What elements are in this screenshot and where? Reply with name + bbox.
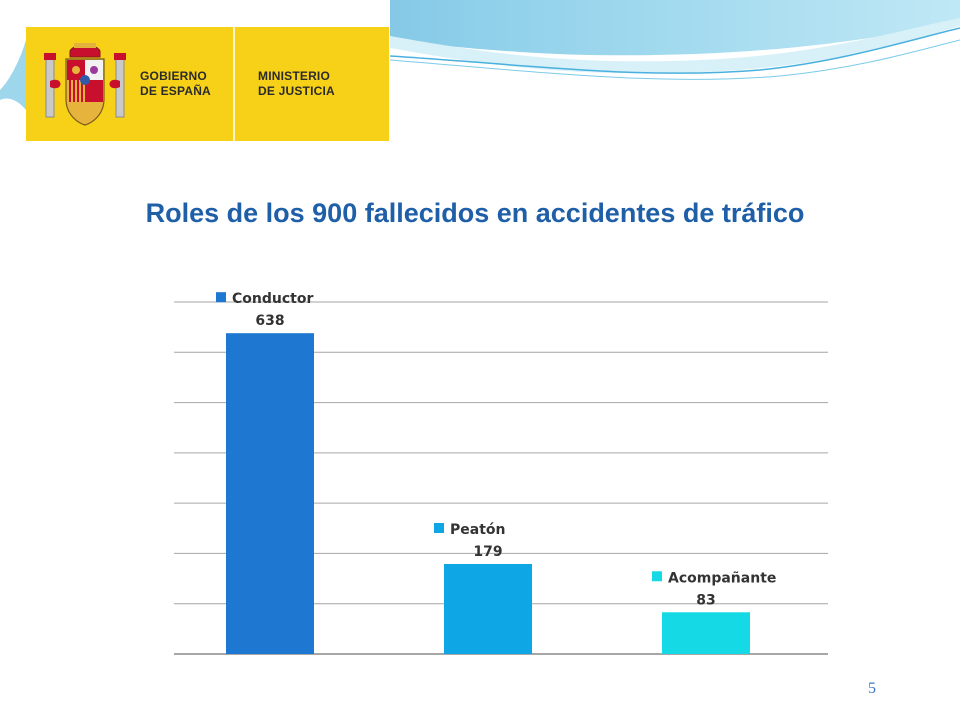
logo-government-line-2: DE ESPAÑA xyxy=(140,84,211,98)
logo-ministry-line-2: DE JUSTICIA xyxy=(258,84,335,98)
logo-government-text: GOBIERNO DE ESPAÑA xyxy=(140,69,211,99)
header-waves xyxy=(0,0,960,110)
page-number: 5 xyxy=(868,680,876,697)
logo-government-line-1: GOBIERNO xyxy=(140,69,207,83)
category-label-1: Conductor xyxy=(232,291,313,307)
value-label-3: 83 xyxy=(696,592,715,608)
government-logo: GOBIERNO DE ESPAÑA MINISTERIO DE JUSTICI… xyxy=(26,27,389,141)
legend-swatch-2 xyxy=(434,522,444,533)
legend-swatch-3 xyxy=(652,571,662,582)
slide-title: Roles de los 900 fallecidos en accidente… xyxy=(145,198,805,228)
logo-ministry-line-1: MINISTERIO xyxy=(258,69,331,83)
bar-chart: Conductor 638 Peatón 179 Acompañante 83 xyxy=(174,291,828,655)
value-label-1: 638 xyxy=(255,313,284,329)
logo-ministry-text: MINISTERIO DE JUSTICIA xyxy=(258,69,335,99)
spain-coat-of-arms-icon xyxy=(44,43,126,126)
value-label-2: 179 xyxy=(473,544,502,560)
category-label-2: Peatón xyxy=(450,522,505,538)
chart-labels: Conductor 638 Peatón 179 Acompañante 83 xyxy=(216,291,776,608)
chart-bars xyxy=(226,333,750,654)
bar-2 xyxy=(444,563,532,654)
bar-3 xyxy=(662,612,750,654)
bar-1 xyxy=(226,333,314,654)
legend-swatch-1 xyxy=(216,292,226,303)
category-label-3: Acompañante xyxy=(668,570,776,586)
logo-divider xyxy=(233,27,235,141)
